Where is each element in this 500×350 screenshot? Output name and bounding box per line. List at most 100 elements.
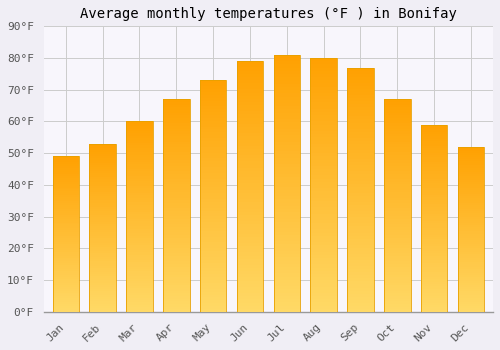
Bar xyxy=(163,256,190,259)
Bar xyxy=(52,271,79,273)
Bar xyxy=(458,250,484,252)
Bar xyxy=(200,147,226,150)
Bar xyxy=(90,228,116,230)
Bar xyxy=(200,144,226,147)
Bar xyxy=(52,223,79,224)
Bar xyxy=(310,131,337,134)
Bar xyxy=(347,141,374,144)
Bar xyxy=(90,169,116,171)
Bar xyxy=(52,182,79,184)
Bar xyxy=(236,302,263,306)
Bar xyxy=(274,90,300,93)
Bar xyxy=(200,295,226,298)
Bar xyxy=(458,295,484,298)
Bar xyxy=(458,281,484,283)
Bar xyxy=(274,74,300,77)
Bar xyxy=(384,99,410,312)
Bar xyxy=(347,260,374,263)
Bar xyxy=(52,193,79,195)
Bar xyxy=(347,95,374,98)
Bar xyxy=(310,103,337,106)
Bar xyxy=(236,190,263,193)
Bar xyxy=(310,198,337,201)
Bar xyxy=(347,107,374,110)
Bar xyxy=(200,292,226,295)
Bar xyxy=(200,243,226,245)
Bar xyxy=(236,199,263,202)
Bar xyxy=(274,158,300,161)
Bar xyxy=(347,71,374,74)
Bar xyxy=(310,128,337,131)
Bar xyxy=(347,294,374,297)
Bar xyxy=(274,187,300,190)
Bar xyxy=(421,146,448,148)
Bar xyxy=(310,96,337,99)
Bar xyxy=(458,271,484,273)
Bar xyxy=(236,246,263,249)
Bar xyxy=(274,260,300,264)
Bar xyxy=(347,153,374,156)
Bar xyxy=(347,239,374,242)
Bar xyxy=(200,141,226,144)
Bar xyxy=(200,153,226,155)
Bar xyxy=(163,99,190,312)
Bar xyxy=(384,251,410,253)
Bar xyxy=(52,160,79,162)
Bar xyxy=(200,283,226,286)
Bar xyxy=(200,132,226,135)
Bar xyxy=(274,68,300,71)
Bar xyxy=(384,248,410,251)
Bar xyxy=(384,235,410,238)
Bar xyxy=(310,188,337,191)
Bar xyxy=(90,186,116,188)
Bar xyxy=(52,308,79,310)
Bar xyxy=(310,293,337,296)
Bar xyxy=(236,171,263,174)
Bar xyxy=(458,300,484,302)
Bar xyxy=(310,255,337,258)
Bar xyxy=(347,156,374,159)
Bar xyxy=(90,196,116,198)
Bar xyxy=(200,95,226,98)
Bar xyxy=(126,155,152,157)
Bar xyxy=(163,248,190,251)
Bar xyxy=(274,254,300,257)
Bar xyxy=(90,165,116,167)
Bar xyxy=(347,202,374,205)
Bar xyxy=(236,99,263,102)
Bar xyxy=(163,227,190,230)
Bar xyxy=(163,267,190,270)
Bar xyxy=(236,224,263,227)
Bar xyxy=(52,289,79,290)
Bar xyxy=(163,195,190,198)
Bar xyxy=(458,155,484,157)
Bar xyxy=(126,298,152,300)
Bar xyxy=(52,234,79,236)
Bar xyxy=(274,196,300,200)
Bar xyxy=(236,306,263,309)
Bar xyxy=(274,61,300,64)
Bar xyxy=(347,184,374,187)
Bar xyxy=(90,282,116,285)
Bar xyxy=(163,171,190,174)
Bar xyxy=(347,263,374,266)
Bar xyxy=(421,274,448,277)
Bar xyxy=(384,309,410,312)
Bar xyxy=(52,232,79,234)
Bar xyxy=(458,277,484,279)
Bar xyxy=(274,232,300,235)
Bar xyxy=(126,150,152,153)
Bar xyxy=(90,192,116,194)
Bar xyxy=(163,291,190,293)
Bar xyxy=(347,74,374,77)
Bar xyxy=(163,211,190,213)
Bar xyxy=(274,103,300,106)
Bar xyxy=(274,116,300,119)
Bar xyxy=(421,125,448,127)
Bar xyxy=(236,136,263,140)
Bar xyxy=(90,190,116,192)
Bar xyxy=(384,126,410,128)
Bar xyxy=(347,309,374,312)
Bar xyxy=(200,260,226,263)
Bar xyxy=(384,296,410,299)
